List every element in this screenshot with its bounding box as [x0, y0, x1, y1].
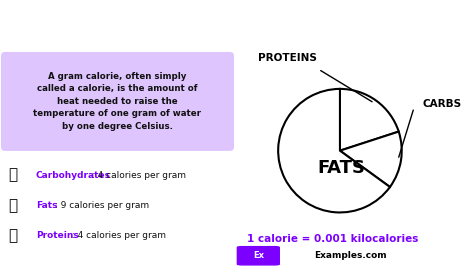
Text: : 4 calories per gram: : 4 calories per gram	[89, 171, 186, 180]
Text: FATS: FATS	[317, 159, 365, 177]
Text: 🥐: 🥐	[8, 168, 17, 183]
Text: Gram Calorie: Gram Calorie	[150, 10, 324, 34]
Text: 1 calorie = 0.001 kilocalories: 1 calorie = 0.001 kilocalories	[247, 234, 419, 244]
FancyBboxPatch shape	[237, 247, 279, 265]
Wedge shape	[340, 89, 399, 151]
Text: : 9 calories per gram: : 9 calories per gram	[53, 201, 149, 210]
FancyBboxPatch shape	[1, 52, 234, 151]
Wedge shape	[278, 89, 390, 213]
Text: CARBS: CARBS	[422, 99, 462, 109]
Text: Fats: Fats	[36, 201, 57, 210]
Wedge shape	[340, 132, 402, 187]
Text: : 4 calories per gram: : 4 calories per gram	[69, 231, 166, 240]
Text: 💊: 💊	[8, 198, 17, 213]
Text: Examples.com: Examples.com	[314, 251, 387, 260]
Text: 🥛: 🥛	[8, 228, 17, 243]
Text: PROTEINS: PROTEINS	[258, 53, 317, 63]
Text: Proteins: Proteins	[36, 231, 79, 240]
Text: A gram calorie, often simply
called a calorie, is the amount of
heat needed to r: A gram calorie, often simply called a ca…	[34, 72, 201, 131]
Text: Carbohydrates: Carbohydrates	[36, 171, 111, 180]
Text: Ex: Ex	[253, 251, 264, 260]
